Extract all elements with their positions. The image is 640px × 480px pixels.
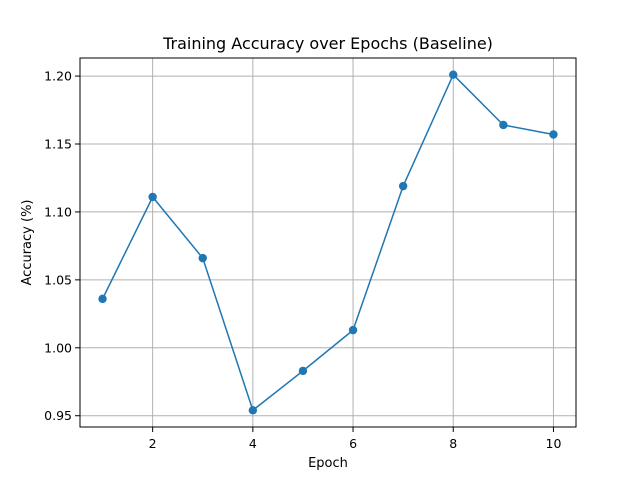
data-point	[549, 130, 558, 139]
y-tick-label: 1.05	[44, 272, 72, 287]
data-point	[499, 120, 508, 130]
y-tick-label: 1.10	[44, 204, 72, 219]
data-point	[449, 70, 458, 79]
data-point	[198, 253, 207, 263]
y-tick-label: 1.20	[44, 69, 72, 84]
line-layer	[101, 73, 554, 412]
y-tick-label: 0.95	[44, 408, 72, 423]
data-point	[148, 192, 157, 202]
x-tick-label: 2	[149, 436, 157, 451]
y-tick-label: 1.15	[44, 137, 72, 152]
data-point	[98, 294, 107, 304]
x-tick-label: 8	[449, 436, 457, 451]
series-line	[101, 73, 554, 412]
tick-layer: 2 4 6 8 10 0.95 1.00 1.05 1.10 1.15 1.20	[44, 69, 561, 451]
x-tick-label: 4	[249, 436, 257, 451]
y-tick-label: 1.00	[44, 340, 72, 355]
data-point	[298, 366, 308, 376]
x-tick-label: 6	[349, 436, 357, 451]
data-point	[248, 406, 258, 415]
data-point	[348, 325, 358, 335]
data-point	[398, 181, 408, 191]
x-axis-label: Epoch	[308, 456, 348, 471]
marker-layer	[98, 70, 558, 415]
y-axis-label: Accuracy (%)	[20, 200, 35, 286]
chart-title: Training Accuracy over Epochs (Baseline)	[162, 34, 493, 53]
x-tick-label: 10	[546, 436, 562, 451]
grid-layer	[80, 58, 576, 427]
plot-frame	[79, 57, 577, 428]
